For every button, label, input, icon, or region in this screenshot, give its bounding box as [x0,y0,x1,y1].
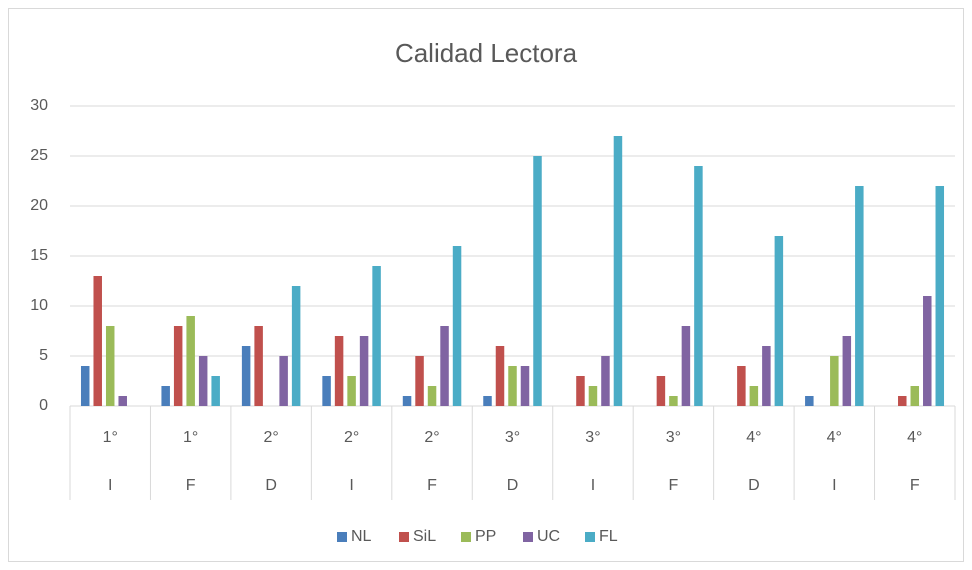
y-tick-label: 15 [30,247,48,264]
bar [508,366,517,406]
bar [254,326,263,406]
x-tick-label: F [910,477,920,494]
y-tick-label: 0 [39,397,48,414]
x-tick-label: F [669,477,679,494]
x-tick-label: I [832,477,836,494]
x-tick-label-group: 1° [183,429,198,446]
legend-label: UC [537,528,560,545]
bar [372,266,381,406]
y-tick-label: 20 [30,197,48,214]
x-tick-label-group: 1° [103,429,118,446]
bar [359,336,369,406]
x-tick-label: D [748,477,760,494]
bar [161,386,170,406]
bar [855,186,864,406]
bar [681,326,691,406]
x-tick-label: D [507,477,519,494]
legend-label: SiL [413,528,436,545]
legend-swatch [585,532,595,542]
bar [898,396,907,406]
x-tick-label-group: 4° [907,429,922,446]
x-tick-label-group: 2° [424,429,439,446]
bar [93,276,102,406]
bar [241,346,251,406]
x-tick-label: F [186,477,196,494]
x-tick-label: F [427,477,437,494]
bar [910,386,920,406]
bar [613,136,623,406]
bar [495,346,505,406]
bar [440,326,449,406]
bar [483,396,492,406]
x-tick-label: I [349,477,353,494]
bar [762,346,771,406]
x-tick-label-group: 4° [746,429,761,446]
bar [830,356,839,406]
bar [749,386,759,406]
bar [427,386,437,406]
y-tick-label: 30 [30,97,48,114]
x-tick-label-group: 2° [344,429,359,446]
y-tick-label: 10 [30,297,48,314]
bar [669,396,678,406]
legend-label: PP [475,528,496,545]
bar [576,376,585,406]
bar [402,396,412,406]
bar [935,186,945,406]
bar [694,166,703,406]
bar [186,316,195,406]
x-tick-label-group: 3° [505,429,520,446]
bar [774,236,784,406]
legend-label: FL [599,528,618,545]
bar [601,356,610,406]
chart-title: Calidad Lectora [395,38,578,68]
x-tick-label-group: 2° [263,429,278,446]
x-tick-label: D [265,477,277,494]
chart-border [8,8,964,562]
y-tick-label: 5 [39,347,48,364]
bar [923,296,932,406]
legend-swatch [337,532,347,542]
bar [737,366,746,406]
bar [291,286,301,406]
bar [334,336,344,406]
x-tick-label-group: 3° [585,429,600,446]
bar [198,356,208,406]
bar [279,356,288,406]
y-tick-label: 25 [30,147,48,164]
legend-label: NL [351,528,372,545]
bar [656,376,666,406]
bar [842,336,852,406]
legend-swatch [523,532,533,542]
legend-swatch [461,532,471,542]
bar [211,376,220,406]
x-tick-label-group: 3° [666,429,681,446]
bar [415,356,424,406]
bar [533,156,542,406]
x-tick-label: I [108,477,112,494]
bar [520,366,530,406]
legend-swatch [399,532,409,542]
x-tick-label-group: 4° [827,429,842,446]
bar [173,326,183,406]
bar [322,376,331,406]
x-tick-label: I [591,477,595,494]
bar [105,326,115,406]
bar [588,386,598,406]
bar [347,376,356,406]
bar [118,396,127,406]
bar [80,366,90,406]
bar [805,396,814,406]
bar [452,246,462,406]
